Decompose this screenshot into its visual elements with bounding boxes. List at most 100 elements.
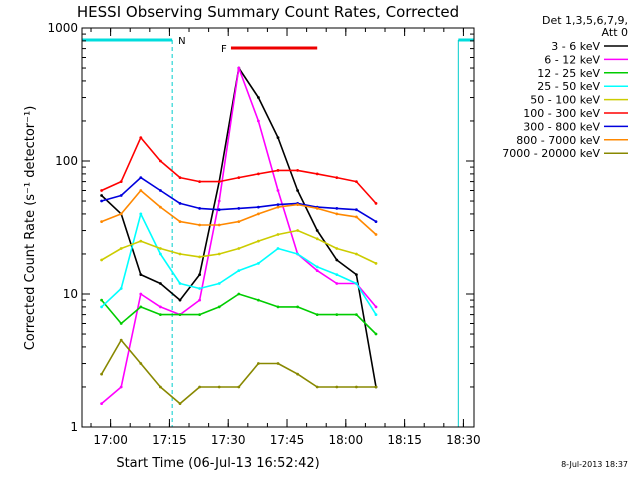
series-3-point [159,252,162,256]
series-0-point [355,273,358,276]
series-4-point [178,252,182,256]
y-tick-label: 10 [63,287,78,301]
series-line-1 [101,67,377,405]
series-8-point [237,385,241,389]
series-8-point [217,385,221,389]
series-0-point [276,136,280,140]
series-3-point [119,287,123,290]
x-tick-label: 17:45 [270,433,305,447]
series-4-point [335,247,339,250]
series-2-point [315,313,319,316]
series-2-point [198,313,202,316]
axes: 1 10 100 1000 17:00 17:15 17:30 17:45 18:00 18:15… [47,21,480,447]
series-5-point [119,180,123,184]
series-3-point [139,212,143,216]
series-8-point [296,372,299,376]
series-2-point [119,322,123,325]
series-4-point [276,233,280,236]
series-2-point [296,305,299,309]
series-4-point [119,247,123,250]
series-2-point [139,305,143,309]
series-5-point [335,176,339,180]
series-1-point [374,305,378,309]
legend-label: 300 - 800 keV [523,120,600,133]
series-5-point [374,202,378,205]
series-5-point [257,172,260,176]
legend-label: 800 - 7000 keV [516,134,600,147]
x-axis-label: Start Time (06-Jul-13 16:52:42) [116,456,319,471]
series-1-point [159,305,162,309]
series-3-point [198,287,202,290]
series-5-point [159,159,162,163]
series-3-point [276,247,280,250]
series-3-point [296,252,299,256]
series-6-point [374,220,378,224]
series-6-point [139,176,143,180]
y-tick-label: 1000 [47,21,78,35]
series-5-point [237,176,241,180]
series-7-point [159,205,162,209]
series-0-point [335,258,339,262]
series-line-2 [100,293,377,335]
series-line-0 [101,67,377,388]
series-1-point [198,298,202,302]
series-0-point [315,229,319,232]
series-5-point [276,169,280,172]
series-6-point [198,207,202,210]
series-4-point [355,252,358,256]
series-0-point [100,194,103,197]
series-4-point [237,247,241,250]
series-line-3 [101,213,377,316]
series-3-point [237,269,241,272]
series-6-point [217,208,221,212]
series-6-point [119,194,123,197]
series-8-point [100,372,103,376]
x-tick-label: 18:00 [329,433,364,447]
x-tick-label: 18:15 [387,433,422,447]
series-7-point [335,212,339,216]
x-tick-label: 17:00 [93,433,128,447]
y-tick-label: 1 [70,420,78,434]
series-4-point [100,258,103,262]
series-2-point [257,298,260,302]
series-2-point [217,305,221,309]
series-6-point [237,207,241,210]
series-8-point [139,362,143,365]
series-6-point [159,189,162,192]
series-8-point [276,362,280,365]
series-3-point [257,262,260,265]
series-7-point [139,189,143,192]
legend-label: 50 - 100 keV [530,94,600,107]
series-1-point [276,189,280,192]
x-tick-label: 17:15 [152,433,187,447]
series-5-point [315,172,319,176]
series-6-point [100,199,103,203]
series-5-point [355,180,358,184]
chart-title: HESSI Observing Summary Count Rates, Cor… [77,3,459,21]
series-1-point [257,119,260,123]
series-7-point [374,233,378,236]
series-6-point [335,207,339,210]
series-3-point [217,282,221,285]
series-7-point [315,207,319,210]
series-8-point [178,402,182,405]
series-4-point [296,229,299,232]
legend-label: 7000 - 20000 keV [502,147,600,160]
series-3-point [100,305,103,309]
series-3-point [374,313,378,316]
series-1-point [237,66,241,70]
plot-area: NF [82,36,474,427]
series-7-point [237,220,241,224]
series-2-point [374,332,378,336]
legend-header: Att 0 [602,26,628,39]
series-line-7 [101,189,377,236]
series-1-point [119,385,123,389]
series-7-point [178,220,182,224]
legend-label: 3 - 6 keV [551,40,600,53]
series-2-point [276,305,280,309]
series-0-point [198,273,202,276]
series-8-point [374,385,378,389]
series-7-point [276,205,280,209]
series-6-point [178,202,182,205]
